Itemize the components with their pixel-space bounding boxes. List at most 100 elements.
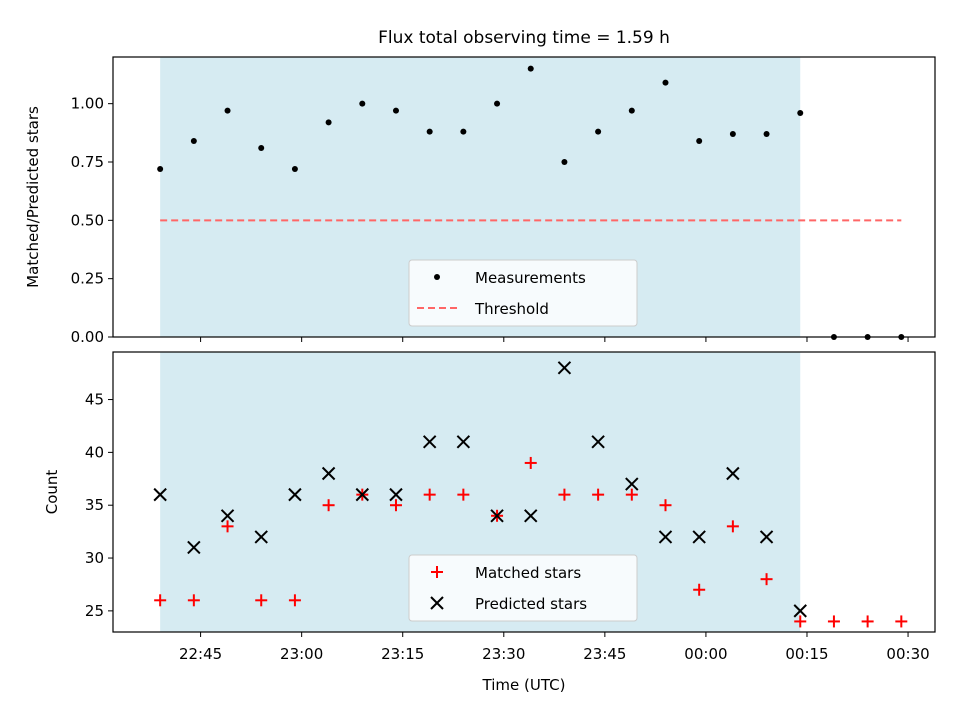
measurement-point [460,128,467,135]
predicted-stars-point-b [153,487,167,502]
predicted-stars-point [524,509,538,523]
predicted-stars-point-b [692,530,706,544]
matched-stars-point [558,488,571,501]
measurement-point [729,131,736,137]
predicted-stars-point-b [254,530,268,544]
matched-stars-point [693,583,706,596]
measurement-point [527,65,534,72]
x-tick-label: 23:30 [482,645,525,663]
predicted-stars-point [220,509,235,523]
matched-stars-point [827,615,840,628]
predicted-stars-point-b [658,530,673,544]
measurement-point [190,138,197,144]
predicted-stars-point [456,435,471,449]
predicted-stars-point [692,530,706,544]
predicted-stars-point [726,466,740,481]
matched-stars-point [423,488,436,501]
matched-stars-point [255,594,268,607]
predicted-stars-point [591,435,605,449]
matched-stars-point [726,520,739,533]
measurement-point [224,107,231,114]
matched-stars-point [625,488,638,501]
predicted-stars-point-b [220,509,235,523]
measurement-point [628,107,635,114]
bottom-legend: Matched stars Predicted stars [408,554,638,622]
matched-stars-point [221,520,234,533]
predicted-stars-point [355,487,370,502]
matched-stars-point [760,573,773,586]
x-tick-label: 22:45 [179,645,222,663]
measurement-point [291,166,298,172]
matched-stars-point [895,615,908,628]
predicted-stars-point-b [456,435,471,449]
measurement-point [595,128,602,135]
x-tick-label: 23:15 [381,645,424,663]
matched-stars-point [389,499,402,512]
predicted-stars-point [658,530,673,544]
measurement-point [662,79,669,86]
predicted-stars-point [187,540,201,555]
bottom-y-axis-label: Count [43,470,61,515]
predicted-stars-point [153,487,167,502]
predicted-stars-point-b [422,435,437,449]
top-axes-frame [112,56,936,338]
measurement-point [359,100,366,107]
matched-stars-point [659,499,672,512]
predicted-stars-point [759,530,774,544]
predicted-stars-point-b [591,435,605,449]
top-y-tick-label: 0.25 [71,270,104,288]
predicted-stars-point [422,435,437,449]
predicted-stars-point [389,487,403,502]
predicted-stars-point-b [321,466,336,481]
measurement-point [494,100,501,107]
x-tick-label: 00:30 [886,645,929,663]
x-tick-label: 23:00 [280,645,323,663]
predicted-stars-point-b [759,530,774,544]
matched-stars-point [322,499,335,512]
predicted-stars-point [793,604,807,618]
matched-stars-point [794,615,807,628]
legend-predicted-marker-b [430,596,444,610]
measurement-point [157,166,164,172]
predicted-stars-point [288,487,302,502]
predicted-stars-point-b [524,509,538,523]
legend-measurements-marker [434,274,440,280]
measurement-point [696,138,703,144]
matched-stars-point [861,615,874,628]
predicted-stars-point [557,361,572,375]
legend-label: Threshold [474,300,549,318]
top-y-tick-label: 0.50 [71,211,104,229]
matched-stars-point [457,488,470,501]
measurement-point [325,119,332,126]
legend-label: Predicted stars [475,595,587,613]
predicted-stars-point-b [490,509,504,523]
predicted-stars-point [625,477,639,491]
measurement-point [258,145,265,151]
predicted-stars-point-b [288,487,302,502]
predicted-stars-point-b [389,487,403,502]
measurement-point [426,128,433,135]
bottom-y-tick-label: 30 [85,549,104,567]
predicted-stars-point [490,509,504,523]
chart-title: Flux total observing time = 1.59 h [378,28,670,48]
bottom-axes-frame [112,351,936,633]
measurement-point [561,159,568,165]
predicted-stars-point [254,530,268,544]
measurement-point [763,131,770,137]
bottom-y-tick-label: 25 [85,602,104,620]
matched-stars-point [592,488,605,501]
top-y-tick-label: 1.00 [71,95,104,113]
predicted-stars-point-b [726,466,740,481]
bottom-y-tick-label: 40 [85,443,104,461]
predicted-stars-point-b [355,487,370,502]
top-y-tick-label: 0.00 [71,328,104,346]
predicted-stars-point-b [187,540,201,555]
bottom-y-tick-label: 45 [85,391,104,409]
predicted-stars-point [321,466,336,481]
legend-label: Matched stars [475,564,581,582]
x-tick-label: 00:15 [785,645,828,663]
top-y-tick-label: 0.75 [71,153,104,171]
measurement-point [797,110,804,116]
x-tick-label: 00:00 [684,645,727,663]
predicted-stars-point-b [793,604,807,618]
